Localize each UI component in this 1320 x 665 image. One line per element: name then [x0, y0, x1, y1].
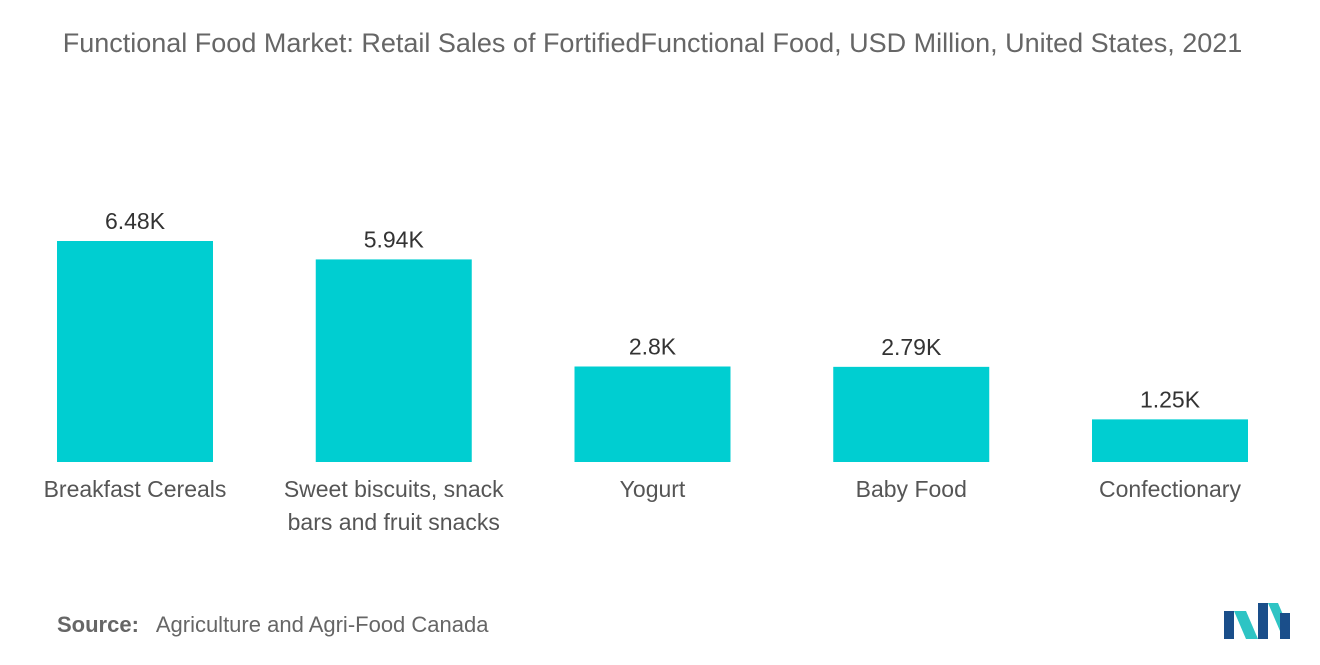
category-label-2: Yogurt: [620, 476, 686, 502]
category-label-3: Baby Food: [856, 476, 967, 502]
logo-left-diagonal: [1234, 611, 1258, 639]
logo-middle-stroke: [1258, 603, 1268, 639]
data-label-2: 2.8K: [629, 334, 677, 360]
category-label-1-line-1: bars and fruit snacks: [288, 509, 500, 535]
source-label: Source:: [57, 612, 139, 637]
mordor-intelligence-logo-icon: [1224, 603, 1290, 639]
source-text: Agriculture and Agri-Food Canada: [155, 612, 489, 637]
bar-2: [574, 366, 731, 462]
data-label-0: 6.48K: [105, 208, 166, 234]
category-label-1-line-0: Sweet biscuits, snack: [284, 476, 504, 502]
bar-1: [315, 259, 472, 462]
logo-left-stroke: [1224, 611, 1234, 639]
category-label-4: Confectionary: [1099, 476, 1241, 502]
data-label-3: 2.79K: [881, 334, 942, 360]
chart-title: Functional Food Market: Retail Sales of …: [0, 22, 1305, 64]
bar-0: [57, 241, 213, 462]
data-label-4: 1.25K: [1140, 386, 1201, 412]
chart-title-text: Functional Food Market: Retail Sales of …: [62, 28, 1243, 58]
logo-right-stroke: [1280, 613, 1290, 639]
bar-4: [1092, 419, 1248, 462]
category-label-0: Breakfast Cereals: [44, 476, 227, 502]
bar-3: [833, 366, 990, 462]
source-note: Source: Agriculture and Agri-Food Canada: [57, 612, 488, 638]
data-label-1: 5.94K: [364, 226, 425, 252]
